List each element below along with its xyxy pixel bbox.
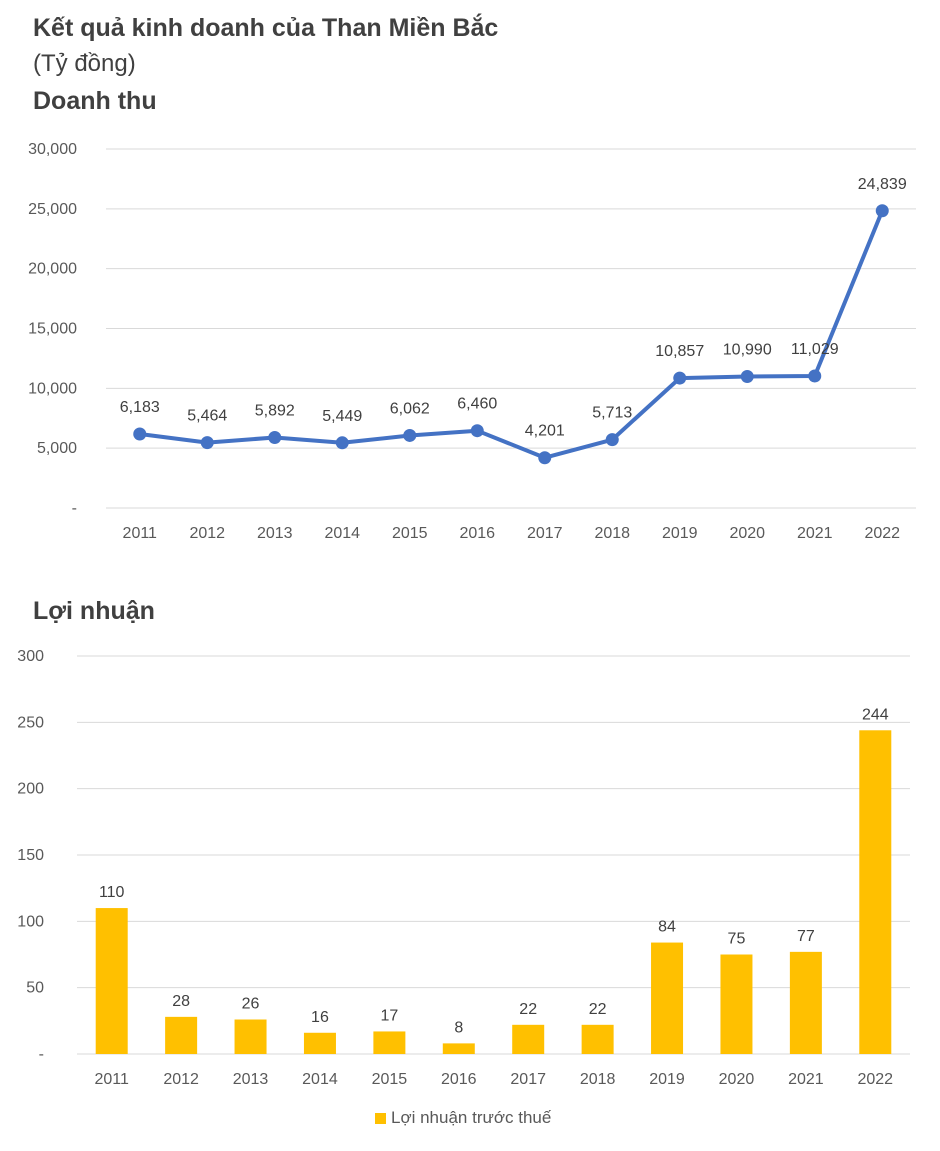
- profit-data-label: 110: [99, 884, 125, 901]
- profit-x-tick: 2018: [580, 1071, 616, 1088]
- revenue-data-label: 6,460: [457, 396, 497, 413]
- revenue-x-tick: 2015: [392, 525, 428, 542]
- revenue-point: [200, 436, 214, 450]
- profit-x-tick: 2014: [302, 1071, 338, 1088]
- revenue-data-label: 11,029: [791, 341, 839, 358]
- revenue-data-label: 6,183: [120, 399, 160, 416]
- revenue-point: [605, 433, 619, 447]
- revenue-y-tick: 10,000: [28, 380, 77, 397]
- revenue-x-tick: 2017: [527, 525, 563, 542]
- profit-data-label: 16: [311, 1009, 329, 1026]
- legend-label: Lợi nhuận trước thuế: [391, 1108, 552, 1127]
- profit-bar: [512, 1024, 545, 1054]
- profit-data-label: 17: [380, 1007, 398, 1024]
- profit-y-tick: -: [39, 1046, 44, 1063]
- profit-data-label: 244: [862, 706, 889, 723]
- page-title: Kết quả kinh doanh của Than Miền Bắc: [33, 14, 499, 42]
- profit-data-label: 22: [519, 1001, 537, 1018]
- profit-x-tick: 2022: [857, 1071, 893, 1088]
- profit-y-tick: 50: [26, 980, 44, 997]
- legend-swatch: [375, 1112, 386, 1124]
- revenue-chart-title: Doanh thu: [33, 87, 157, 115]
- profit-bar: [234, 1019, 267, 1054]
- profit-y-tick: 150: [17, 847, 44, 864]
- profit-bar: [859, 730, 892, 1054]
- profit-bar: [373, 1031, 406, 1054]
- profit-y-tick: 100: [17, 913, 44, 930]
- profit-bar: [651, 942, 684, 1054]
- profit-x-tick: 2015: [372, 1071, 408, 1088]
- revenue-data-label: 5,449: [322, 408, 362, 425]
- revenue-data-label: 10,857: [655, 343, 704, 360]
- revenue-point: [673, 371, 687, 385]
- revenue-y-tick: 5,000: [37, 440, 77, 457]
- profit-x-tick: 2013: [233, 1071, 269, 1088]
- revenue-y-tick: -: [72, 500, 77, 517]
- profit-bar: [95, 908, 128, 1054]
- profit-bar: [720, 954, 753, 1054]
- revenue-x-tick: 2011: [123, 525, 158, 542]
- profit-data-label: 77: [797, 928, 815, 945]
- revenue-x-tick: 2016: [459, 525, 495, 542]
- profit-data-label: 8: [454, 1019, 463, 1036]
- revenue-data-label: 10,990: [723, 341, 772, 358]
- profit-data-label: 84: [658, 919, 676, 936]
- profit-x-tick: 2012: [163, 1071, 199, 1088]
- profit-bar: [442, 1043, 475, 1054]
- revenue-x-tick: 2020: [729, 525, 765, 542]
- revenue-point: [740, 369, 754, 383]
- revenue-data-label: 5,713: [592, 405, 632, 422]
- profit-x-tick: 2020: [719, 1071, 755, 1088]
- profit-bar: [165, 1016, 198, 1054]
- profit-data-label: 28: [172, 993, 190, 1010]
- revenue-point: [470, 424, 484, 438]
- profit-data-label: 75: [728, 931, 746, 948]
- revenue-line: [139, 210, 885, 460]
- profit-x-tick: 2017: [510, 1071, 546, 1088]
- revenue-x-tick: 2012: [189, 525, 225, 542]
- profit-x-tick: 2011: [95, 1071, 130, 1088]
- profit-legend: Lợi nhuận trước thuế: [375, 1108, 551, 1128]
- revenue-point: [538, 451, 552, 465]
- profit-x-tick: 2021: [788, 1071, 824, 1088]
- profit-y-tick: 250: [17, 714, 44, 731]
- revenue-data-label: 24,839: [858, 176, 907, 193]
- profit-bar: [581, 1024, 614, 1054]
- revenue-x-tick: 2018: [594, 525, 630, 542]
- profit-y-tick: 300: [17, 648, 44, 665]
- profit-chart-title: Lợi nhuận: [33, 597, 155, 625]
- revenue-y-tick: 30,000: [28, 141, 77, 158]
- revenue-point: [268, 430, 282, 444]
- profit-data-label: 26: [242, 996, 260, 1013]
- profit-x-tick: 2016: [441, 1071, 477, 1088]
- revenue-x-tick: 2014: [324, 525, 360, 542]
- revenue-x-tick: 2021: [797, 525, 833, 542]
- revenue-point: [133, 427, 147, 441]
- unit-label: (Tỷ đồng): [33, 50, 136, 77]
- revenue-x-tick: 2013: [257, 525, 293, 542]
- profit-y-tick: 200: [17, 781, 44, 798]
- revenue-y-tick: 15,000: [28, 321, 77, 338]
- revenue-point: [808, 369, 822, 383]
- revenue-x-tick: 2022: [864, 525, 900, 542]
- revenue-data-label: 5,892: [255, 402, 295, 419]
- profit-x-tick: 2019: [649, 1071, 685, 1088]
- revenue-data-label: 4,201: [525, 423, 565, 440]
- revenue-y-tick: 25,000: [28, 201, 77, 218]
- revenue-y-tick: 20,000: [28, 261, 77, 278]
- revenue-x-tick: 2019: [662, 525, 698, 542]
- profit-bar: [303, 1032, 336, 1054]
- profit-bar: [789, 951, 822, 1054]
- revenue-data-label: 5,464: [187, 408, 227, 425]
- revenue-point: [335, 436, 349, 450]
- revenue-point: [403, 428, 417, 442]
- revenue-data-label: 6,062: [390, 400, 430, 417]
- revenue-point: [875, 204, 889, 218]
- profit-data-label: 22: [589, 1001, 607, 1018]
